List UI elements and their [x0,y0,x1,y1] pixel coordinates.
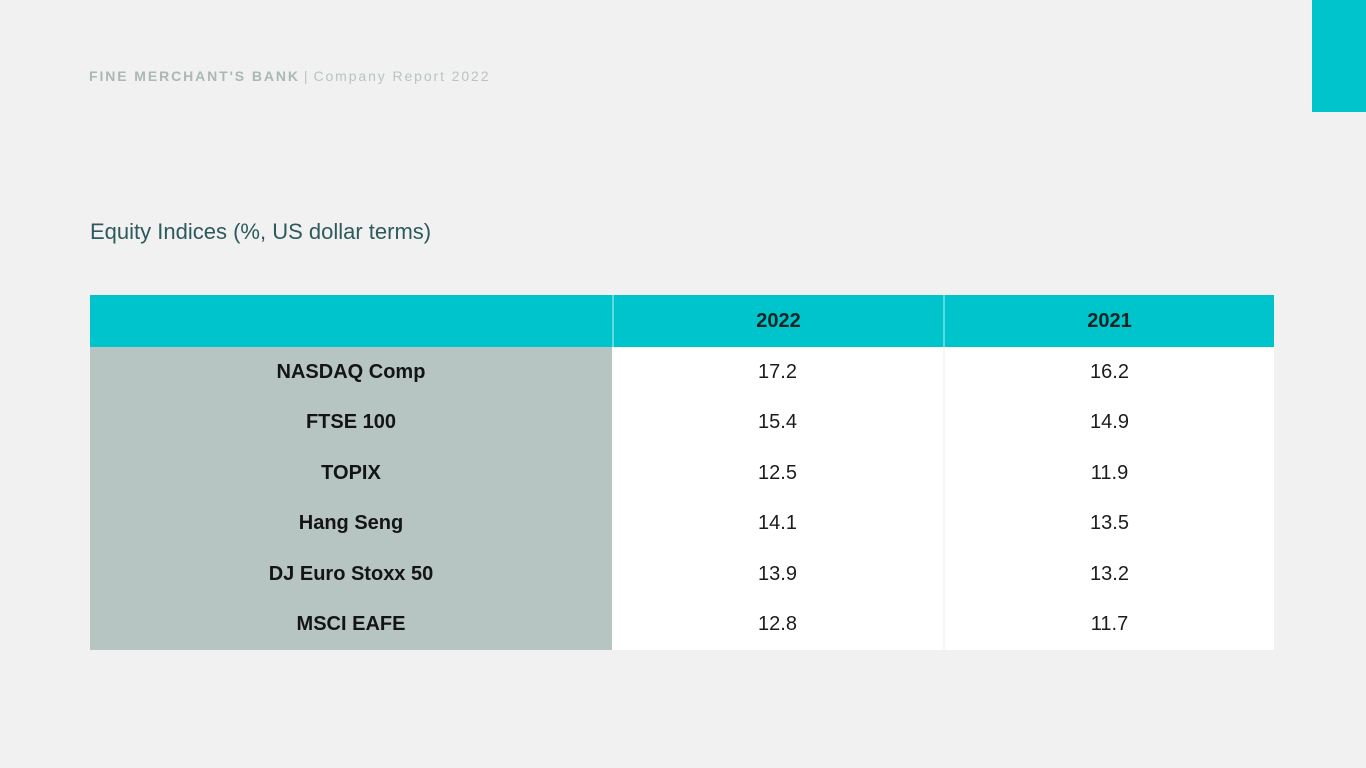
equity-indices-table: 2022 2021 NASDAQ Comp 17.2 16.2 FTSE 100… [90,295,1274,650]
table-header-row: 2022 2021 [90,295,1274,347]
row-label: NASDAQ Comp [90,347,612,398]
table-row-topix: TOPIX 12.5 11.9 [90,448,1274,499]
row-label: DJ Euro Stoxx 50 [90,549,612,600]
page-title: Equity Indices (%, US dollar terms) [90,219,432,244]
report-label: Company Report 2022 [313,68,491,84]
table-row-ftse: FTSE 100 15.4 14.9 [90,397,1274,448]
value-2022: 17.2 [612,347,943,398]
table-header-cell-2021: 2021 [943,295,1274,347]
value-2021: 14.9 [943,397,1274,448]
row-label: FTSE 100 [90,397,612,448]
table-row-hangseng: Hang Seng 14.1 13.5 [90,498,1274,549]
value-2021: 13.5 [943,498,1274,549]
brand-name: FINE MERCHANT'S BANK [89,68,300,84]
brand-header: FINE MERCHANT'S BANK | Company Report 2022 [89,68,490,84]
row-label: Hang Seng [90,498,612,549]
table-header-cell-2022: 2022 [612,295,943,347]
value-2021: 11.9 [943,448,1274,499]
row-label: TOPIX [90,448,612,499]
value-2021: 16.2 [943,347,1274,398]
row-label: MSCI EAFE [90,599,612,650]
value-2022: 12.5 [612,448,943,499]
value-2022: 12.8 [612,599,943,650]
table-row-nasdaq: NASDAQ Comp 17.2 16.2 [90,347,1274,398]
table-header-cell-blank [90,295,612,347]
value-2021: 13.2 [943,549,1274,600]
accent-rectangle [1312,0,1366,112]
value-2022: 14.1 [612,498,943,549]
value-2022: 15.4 [612,397,943,448]
table-row-mscieafe: MSCI EAFE 12.8 11.7 [90,599,1274,650]
value-2022: 13.9 [612,549,943,600]
value-2021: 11.7 [943,599,1274,650]
table-row-eurostoxx: DJ Euro Stoxx 50 13.9 13.2 [90,549,1274,600]
brand-separator: | [303,68,310,84]
